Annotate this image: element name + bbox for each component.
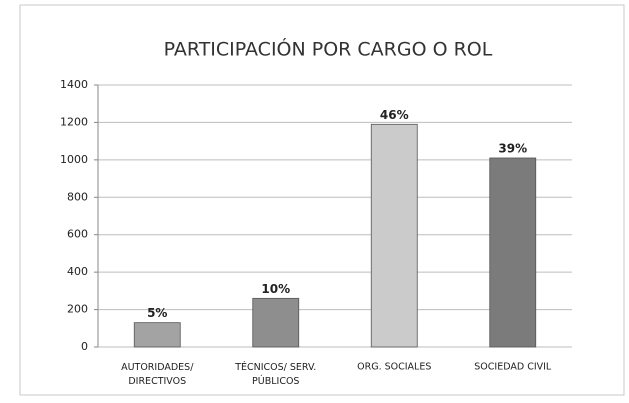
data-label: 5% xyxy=(147,306,167,320)
y-tick-label: 1200 xyxy=(60,115,88,128)
y-tick-label: 200 xyxy=(67,303,88,316)
y-tick-label: 1400 xyxy=(60,78,88,91)
bar xyxy=(252,297,300,348)
x-tick-label: AUTORIDADES/DIRECTIVOS xyxy=(121,362,194,387)
y-tick-label: 400 xyxy=(67,265,88,278)
data-label: 39% xyxy=(498,141,527,155)
bar xyxy=(370,123,418,348)
y-tick-label: 0 xyxy=(81,340,88,353)
data-label: 10% xyxy=(261,282,290,296)
y-tick-label: 800 xyxy=(67,190,88,203)
x-tick-label: SOCIEDAD CIVIL xyxy=(474,362,552,373)
x-tick-label: ORG. SOCIALES xyxy=(357,362,431,373)
y-tick-label: 1000 xyxy=(60,153,88,166)
data-label: 46% xyxy=(380,108,409,122)
bar xyxy=(489,157,537,348)
y-tick-label: 600 xyxy=(67,228,88,241)
chart-title: PARTICIPACIÓN POR CARGO O ROL xyxy=(164,37,493,61)
x-tick-label: TÉCNICOS/ SERV. PÚBLICOS xyxy=(234,361,316,387)
bar xyxy=(133,322,181,348)
